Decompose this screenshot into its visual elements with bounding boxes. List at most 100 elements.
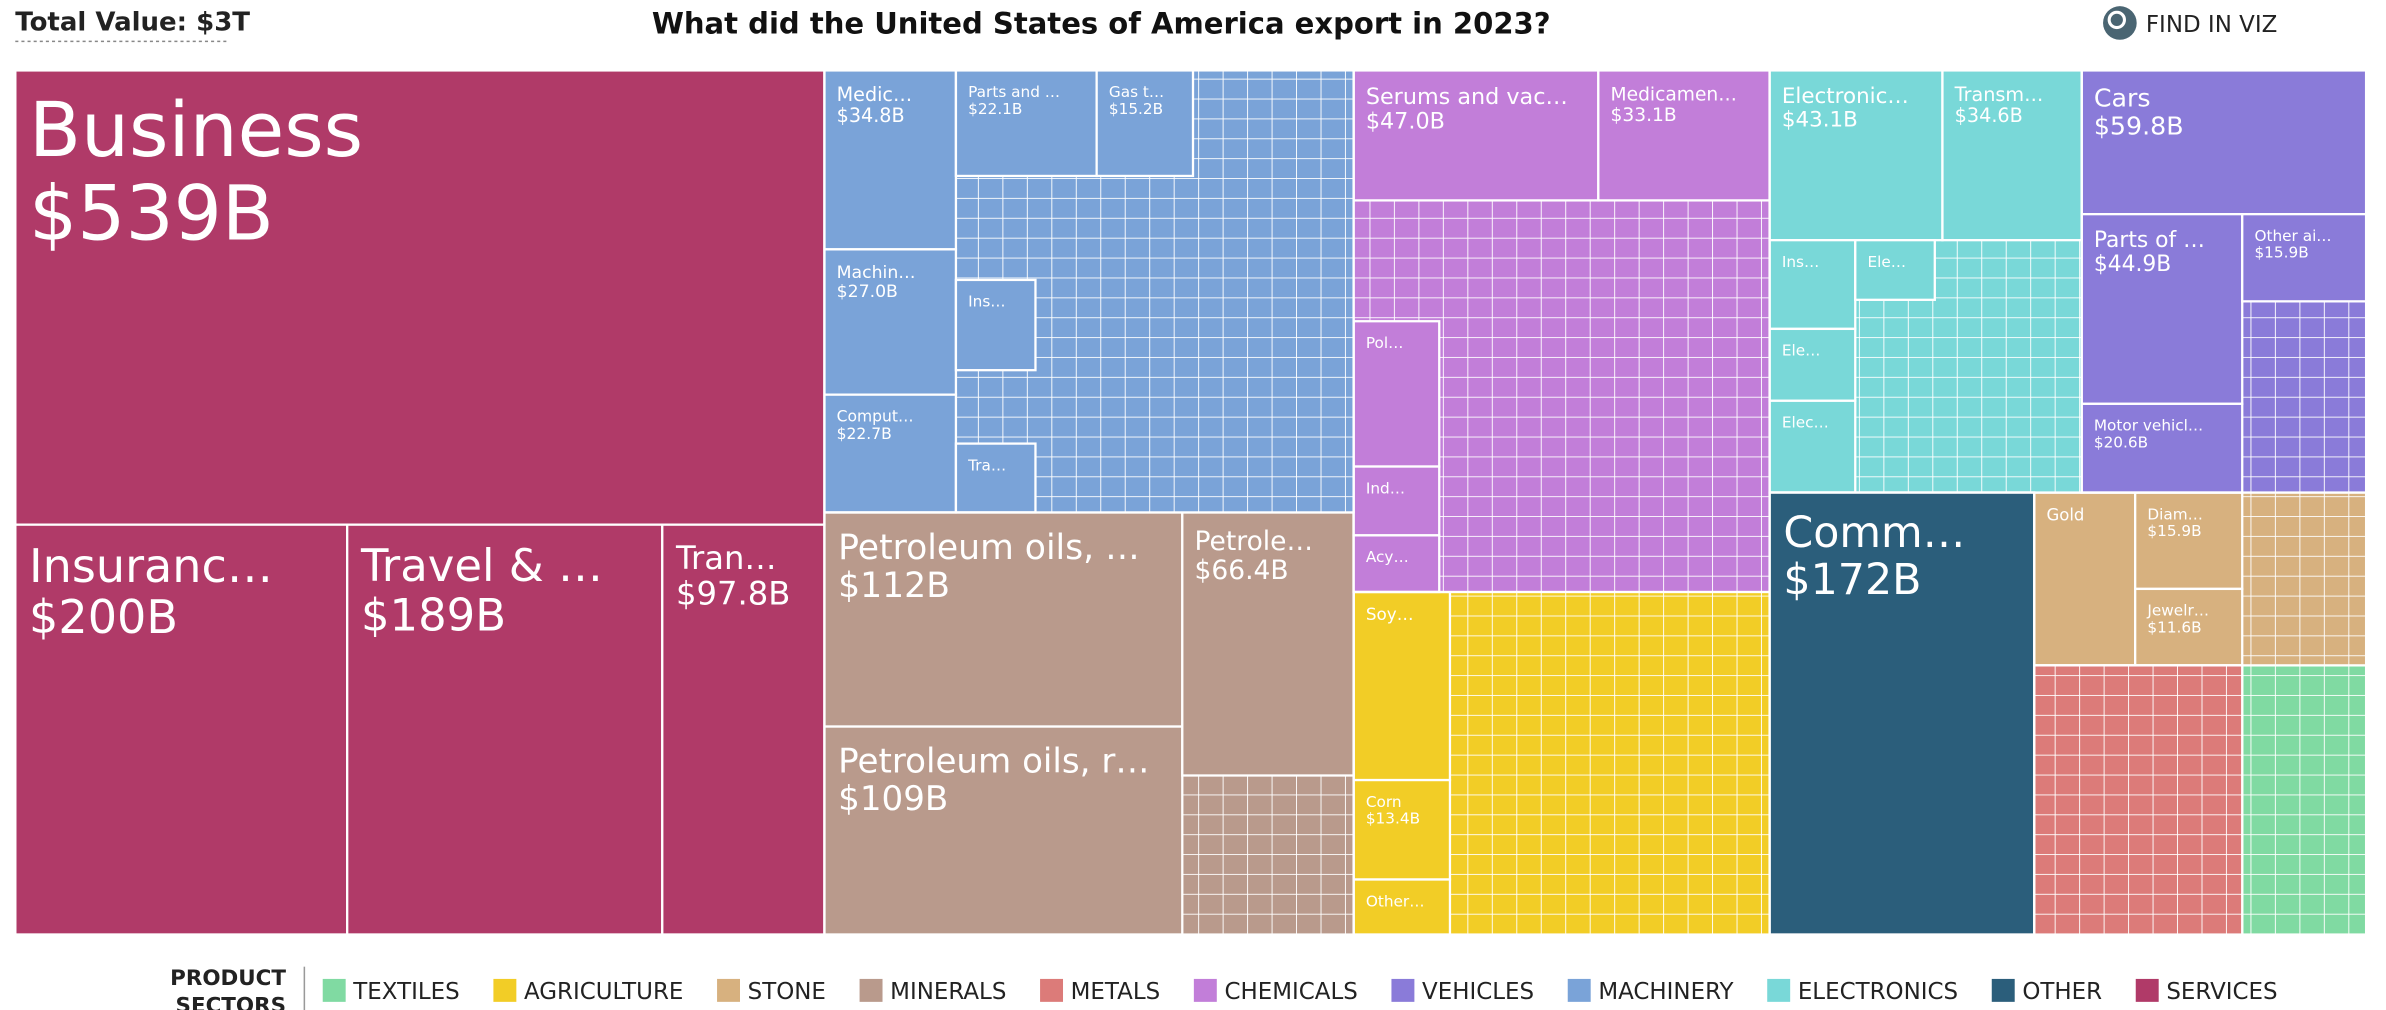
tile[interactable]: [2134, 587, 2244, 667]
tile[interactable]: [1181, 511, 1355, 777]
legend-label[interactable]: STONE: [748, 979, 826, 1005]
legend-label[interactable]: TEXTILES: [352, 979, 459, 1005]
legend-title: PRODUCT: [170, 966, 286, 991]
legend-swatch[interactable]: [322, 978, 346, 1002]
tile[interactable]: [1352, 69, 1600, 202]
legend-swatch[interactable]: [1193, 978, 1217, 1002]
legend-swatch[interactable]: [1991, 978, 2015, 1002]
tile[interactable]: [823, 69, 958, 251]
tile-value: $15.9B: [2254, 244, 2308, 262]
tile[interactable]: [1768, 491, 2036, 936]
search-icon: [2103, 6, 2137, 40]
tile-label: Petroleum oils, r…: [838, 742, 1149, 782]
legend-label[interactable]: SERVICES: [2166, 979, 2277, 1005]
tile-label: Petroleum oils, …: [838, 528, 1140, 568]
tile-value: $15.9B: [2147, 522, 2201, 540]
tile[interactable]: [954, 69, 1098, 178]
legend: PRODUCT SECTORS TEXTILES AGRICULTURE STONE…: [170, 966, 2278, 1010]
tile-label: Tran…: [675, 539, 777, 577]
tile[interactable]: [1095, 69, 1195, 178]
tile[interactable]: [1768, 239, 1857, 331]
tile-label: Serums and vac…: [1366, 84, 1568, 110]
search-glass: [2107, 10, 2126, 30]
legend-swatch[interactable]: [1767, 978, 1791, 1002]
legend-swatch[interactable]: [1391, 978, 1415, 1002]
tile[interactable]: [2080, 213, 2244, 405]
tile-label: Machin…: [837, 263, 916, 283]
legend-swatch[interactable]: [1040, 978, 1064, 1002]
tile-label: Gas t…: [1109, 83, 1164, 101]
legend-label[interactable]: MINERALS: [890, 979, 1006, 1005]
tile-value: $47.0B: [1366, 108, 1445, 134]
tile-label: Insuranc…: [29, 539, 273, 593]
tile-value: $97.8B: [676, 574, 790, 612]
legend-label[interactable]: CHEMICALS: [1224, 979, 1357, 1005]
tile[interactable]: [1352, 465, 1441, 537]
tile[interactable]: [1854, 239, 1936, 301]
tile-value: $22.1B: [968, 100, 1022, 118]
find-in-viz[interactable]: FIND IN VIZ: [2103, 6, 2277, 40]
tile-value: $109B: [838, 779, 948, 819]
chart-title: What did the United States of America ex…: [652, 7, 1551, 41]
tile[interactable]: [661, 523, 826, 936]
tile[interactable]: [1597, 69, 1771, 202]
tile[interactable]: [2241, 213, 2368, 303]
tile[interactable]: [14, 523, 349, 936]
legend-label[interactable]: METALS: [1071, 979, 1161, 1005]
legend-label[interactable]: VEHICLES: [1422, 979, 1534, 1005]
legend-swatch[interactable]: [859, 978, 883, 1002]
sector-cells: [2034, 665, 2243, 935]
tile-label: Corn: [1366, 793, 1402, 811]
tile-label: Pol…: [1366, 334, 1404, 352]
tile-value: $27.0B: [837, 282, 898, 302]
legend-swatch[interactable]: [493, 978, 517, 1002]
tile[interactable]: [1352, 778, 1452, 881]
tile-label: Ele…: [1782, 342, 1821, 360]
tile-label: Gold: [2046, 505, 2084, 524]
tile-label: Travel & …: [360, 539, 603, 592]
tile-value: $539B: [29, 170, 274, 258]
tile-label: Medic…: [837, 83, 912, 106]
tile[interactable]: [1768, 327, 1857, 402]
total-value: Total Value: $3T: [15, 8, 250, 38]
tile-value: $34.6B: [1955, 104, 2023, 127]
tile[interactable]: [1768, 69, 1944, 242]
tile[interactable]: [1768, 399, 1857, 494]
tile-label: Tra…: [967, 456, 1006, 474]
legend-label[interactable]: AGRICULTURE: [524, 979, 683, 1005]
tile[interactable]: [2080, 69, 2368, 216]
legend-label[interactable]: MACHINERY: [1598, 979, 1734, 1005]
legend-label[interactable]: ELECTRONICS: [1798, 979, 1958, 1005]
tile[interactable]: [1352, 878, 1452, 936]
tile-value: $59.8B: [2094, 111, 2184, 140]
legend-swatch[interactable]: [2135, 978, 2159, 1002]
tile[interactable]: [954, 278, 1037, 372]
find-label[interactable]: FIND IN VIZ: [2146, 12, 2277, 38]
tile-label: Acy…: [1366, 548, 1409, 566]
tile-label: Jewelr…: [2146, 602, 2209, 620]
legend-label[interactable]: OTHER: [2022, 979, 2102, 1005]
tile-value: $22.7B: [837, 425, 892, 443]
legend-swatch[interactable]: [717, 978, 741, 1002]
tile-value: $112B: [838, 566, 950, 606]
tile[interactable]: [823, 725, 1184, 936]
tile[interactable]: [1352, 320, 1441, 468]
tile-value: $172B: [1783, 555, 1921, 605]
tile-value: $44.9B: [2094, 252, 2171, 277]
tile-label: Transm…: [1954, 83, 2044, 106]
tile-label: Business: [29, 86, 363, 174]
sector-border: [1768, 491, 2036, 936]
tile-label: Other…: [1366, 892, 1425, 910]
tile[interactable]: [954, 442, 1037, 514]
tile-label: Comm…: [1783, 508, 1965, 558]
legend-swatch[interactable]: [1567, 978, 1591, 1002]
tile-label: Motor vehicl…: [2094, 417, 2203, 435]
tile-label: Ind…: [1366, 479, 1405, 497]
tile-label: Medicamen…: [1611, 84, 1737, 105]
tile-label: Petrole…: [1195, 526, 1313, 557]
tile-label: Soy…: [1366, 604, 1414, 624]
tile-label: Parts of …: [2094, 228, 2205, 253]
